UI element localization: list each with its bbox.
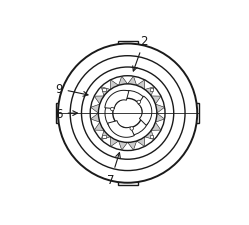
Circle shape	[90, 76, 165, 151]
Circle shape	[130, 127, 133, 130]
Polygon shape	[145, 87, 154, 97]
Circle shape	[58, 44, 197, 183]
Polygon shape	[110, 137, 119, 147]
Polygon shape	[110, 80, 119, 90]
Polygon shape	[127, 141, 137, 151]
Polygon shape	[145, 131, 154, 140]
Polygon shape	[94, 97, 104, 105]
Text: 6: 6	[55, 107, 77, 120]
Polygon shape	[155, 105, 165, 114]
Circle shape	[137, 101, 140, 104]
Circle shape	[70, 56, 185, 171]
Polygon shape	[128, 77, 137, 86]
Polygon shape	[138, 97, 152, 126]
Text: 2: 2	[133, 35, 148, 72]
Circle shape	[113, 99, 142, 128]
Circle shape	[98, 85, 157, 143]
Bar	[150, 135, 153, 139]
Polygon shape	[94, 123, 104, 131]
Text: 7: 7	[107, 153, 120, 186]
Bar	[185, 104, 199, 124]
Bar	[118, 171, 138, 185]
Polygon shape	[137, 137, 145, 147]
Polygon shape	[137, 80, 145, 90]
Bar	[56, 104, 70, 124]
Bar	[150, 89, 153, 92]
Polygon shape	[91, 114, 100, 123]
Bar	[103, 89, 106, 92]
Polygon shape	[155, 114, 165, 123]
Polygon shape	[108, 121, 134, 138]
Circle shape	[105, 91, 150, 136]
Bar	[118, 42, 138, 57]
Circle shape	[81, 68, 174, 160]
Polygon shape	[91, 105, 100, 114]
Polygon shape	[101, 87, 110, 97]
Text: 9: 9	[55, 83, 88, 97]
Polygon shape	[151, 123, 161, 131]
Polygon shape	[101, 131, 110, 140]
Polygon shape	[105, 91, 129, 109]
Polygon shape	[151, 97, 161, 105]
Circle shape	[111, 108, 114, 111]
Polygon shape	[119, 141, 127, 151]
Bar	[103, 135, 106, 139]
Polygon shape	[119, 77, 128, 86]
